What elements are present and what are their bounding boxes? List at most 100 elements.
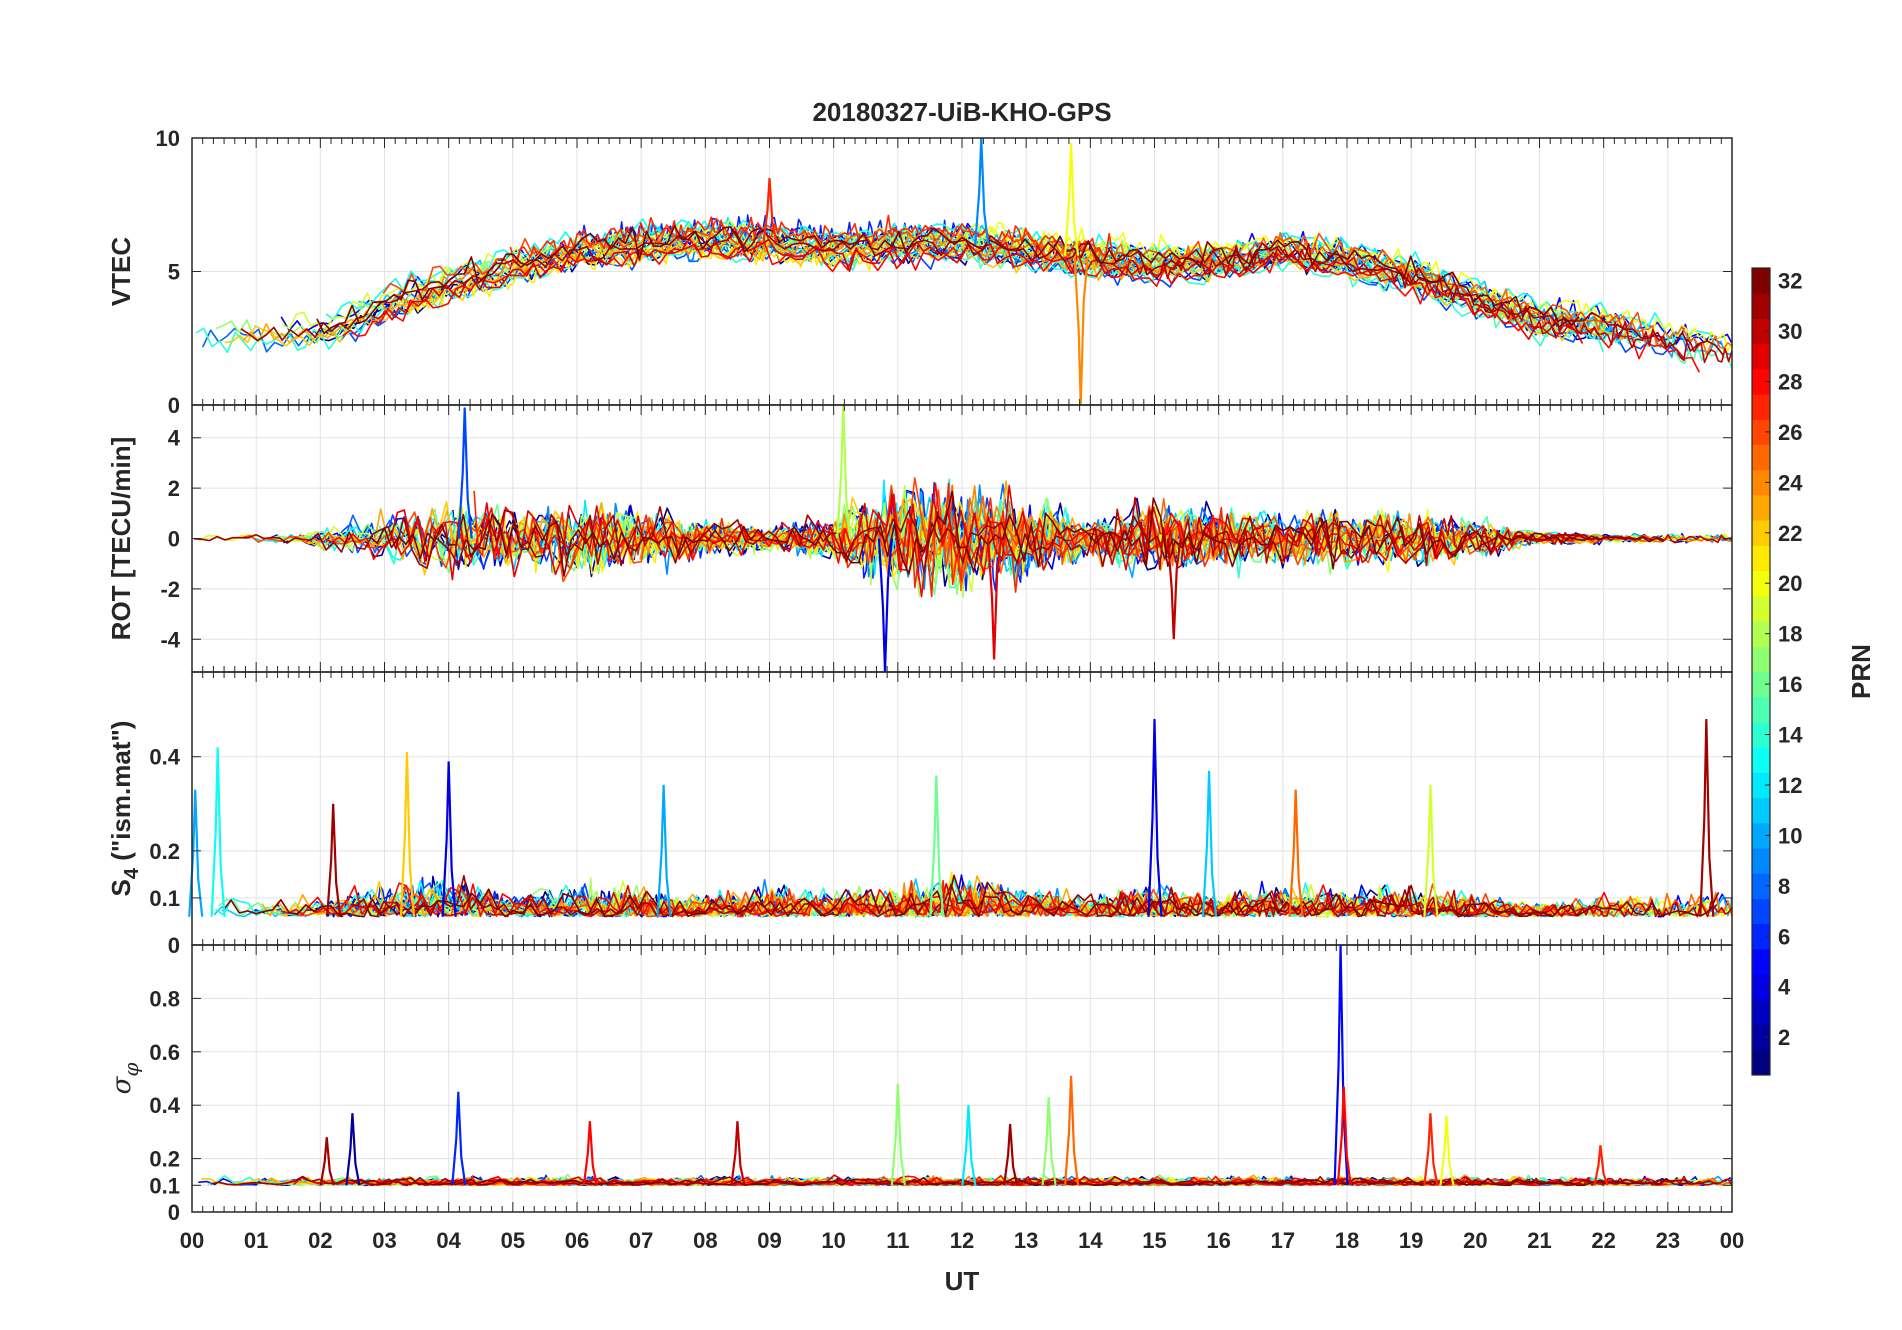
series-prn-28 [280,882,1613,918]
colorbar-swatch-32 [1752,268,1770,294]
y-axis-label-rot: ROT [TECU/min] [106,437,136,641]
colorbar-swatch-17 [1752,646,1770,672]
peak-prn-9 [974,137,990,245]
colorbar-tick-label: 20 [1778,571,1802,596]
series-prn-30 [1105,885,1733,918]
peak-prn-16 [929,775,945,917]
colorbar-swatch-12 [1752,772,1770,799]
peak-prn-22 [399,751,416,917]
colorbar-swatch-25 [1752,444,1770,471]
colorbar-swatch-8 [1752,873,1770,899]
x-tick-label: 08 [693,1228,717,1253]
colorbar-swatch-21 [1752,545,1770,572]
x-tick-label: 03 [372,1228,396,1253]
colorbar-swatch-23 [1752,494,1770,521]
peak-prn-31 [1003,1123,1019,1186]
peak-prn-30 [1166,538,1182,640]
colorbar-swatch-9 [1752,848,1770,874]
x-tick-label: 00 [180,1228,204,1253]
colorbar-swatch-13 [1752,747,1770,773]
colorbar-tick-label: 28 [1778,369,1802,394]
series-prn-31 [193,506,1593,574]
colorbar-swatch-22 [1752,520,1770,546]
x-tick-label: 21 [1527,1228,1551,1253]
peak-prn-27 [1423,1113,1439,1186]
y-axis-label-vtec: VTEC [106,237,136,307]
colorbar-swatch-6 [1752,923,1770,950]
x-tick-label: 05 [501,1228,525,1253]
peak-prn-4 [1147,719,1163,917]
x-tick-label: 16 [1206,1228,1230,1253]
y-tick-label: 10 [156,126,180,151]
peak-prn-24 [1073,256,1089,406]
y-tick-label: 0.8 [149,986,180,1011]
colorbar-swatch-19 [1752,595,1770,622]
x-tick-label: 15 [1142,1228,1166,1253]
peak-prn-13 [210,747,226,917]
x-tick-label: 04 [436,1228,461,1253]
x-tick-label: 22 [1591,1228,1615,1253]
peak-prn-2 [345,1113,361,1186]
colorbar-swatch-26 [1752,419,1770,446]
y-tick-label: 0.2 [149,839,180,864]
peak-prn-20 [1063,143,1080,256]
peak-prn-17 [1041,1097,1057,1186]
series-prn-20 [981,222,1733,352]
colorbar-swatch-18 [1752,621,1770,647]
colorbar-tick-label: 2 [1778,1025,1790,1050]
y-tick-label: 0.6 [149,1040,180,1065]
y-axis-label-subscript: φ [119,1063,143,1077]
peak-prn-31 [1699,719,1715,917]
colorbar-tick-label: 32 [1778,269,1802,294]
colorbar-tick-label: 30 [1778,319,1802,344]
x-tick-label: 07 [629,1228,653,1253]
colorbar-tick-label: 10 [1778,823,1802,848]
colorbar-tick-label: 6 [1778,924,1790,949]
colorbar-swatch-16 [1752,671,1770,698]
series-prn-25 [999,889,1733,918]
peak-prn-19 [1423,784,1439,917]
y-tick-label: 0 [168,527,180,552]
peak-prn-28 [1336,1086,1352,1186]
colorbar-swatch-15 [1752,696,1770,723]
colorbar-swatch-1 [1752,1049,1770,1076]
series-prn-28 [342,237,1701,373]
colorbar-tick-label: 22 [1778,521,1802,546]
colorbar-tick-label: 8 [1778,874,1790,899]
peak-prn-20 [1439,1115,1455,1186]
colorbar-swatch-30 [1752,318,1770,345]
colorbar-swatch-3 [1752,999,1770,1026]
series-prn-32 [369,490,1665,577]
x-axis-label: UT [945,1266,980,1296]
peak-prn-10 [656,784,672,917]
peak-prn-28 [582,1121,598,1186]
x-tick-label: 12 [950,1228,974,1253]
series-prn-29 [309,882,1584,918]
peak-prn-12 [961,1105,977,1186]
y-tick-label: -2 [160,577,180,602]
colorbar-swatch-7 [1752,898,1770,925]
x-tick-label: 10 [821,1228,845,1253]
peak-prn-27 [1593,1145,1609,1186]
peak-prn-17 [890,1083,906,1186]
series-prn-31 [350,874,1552,918]
peak-prn-25 [1288,789,1304,917]
colorbar-swatch-24 [1752,469,1770,496]
y-tick-label: 2 [168,476,180,501]
colorbar-swatch-28 [1752,368,1770,395]
peak-prn-27 [762,177,778,243]
x-tick-label: 02 [308,1228,332,1253]
x-tick-label: 06 [565,1228,589,1253]
colorbar-swatch-20 [1752,570,1770,597]
series-prn-27 [509,214,1114,264]
x-tick-label: 19 [1399,1228,1423,1253]
chart-title: 20180327-UiB-KHO-GPS [812,97,1111,127]
x-tick-label: 17 [1271,1228,1295,1253]
colorbar-tick-label: 14 [1778,723,1803,748]
colorbar-tick-label: 4 [1778,975,1791,1000]
colorbar-label: PRN [1846,644,1876,699]
peak-prn-11 [1201,770,1218,917]
peak-prn-31 [326,803,342,917]
peak-prn-29 [986,538,1003,660]
